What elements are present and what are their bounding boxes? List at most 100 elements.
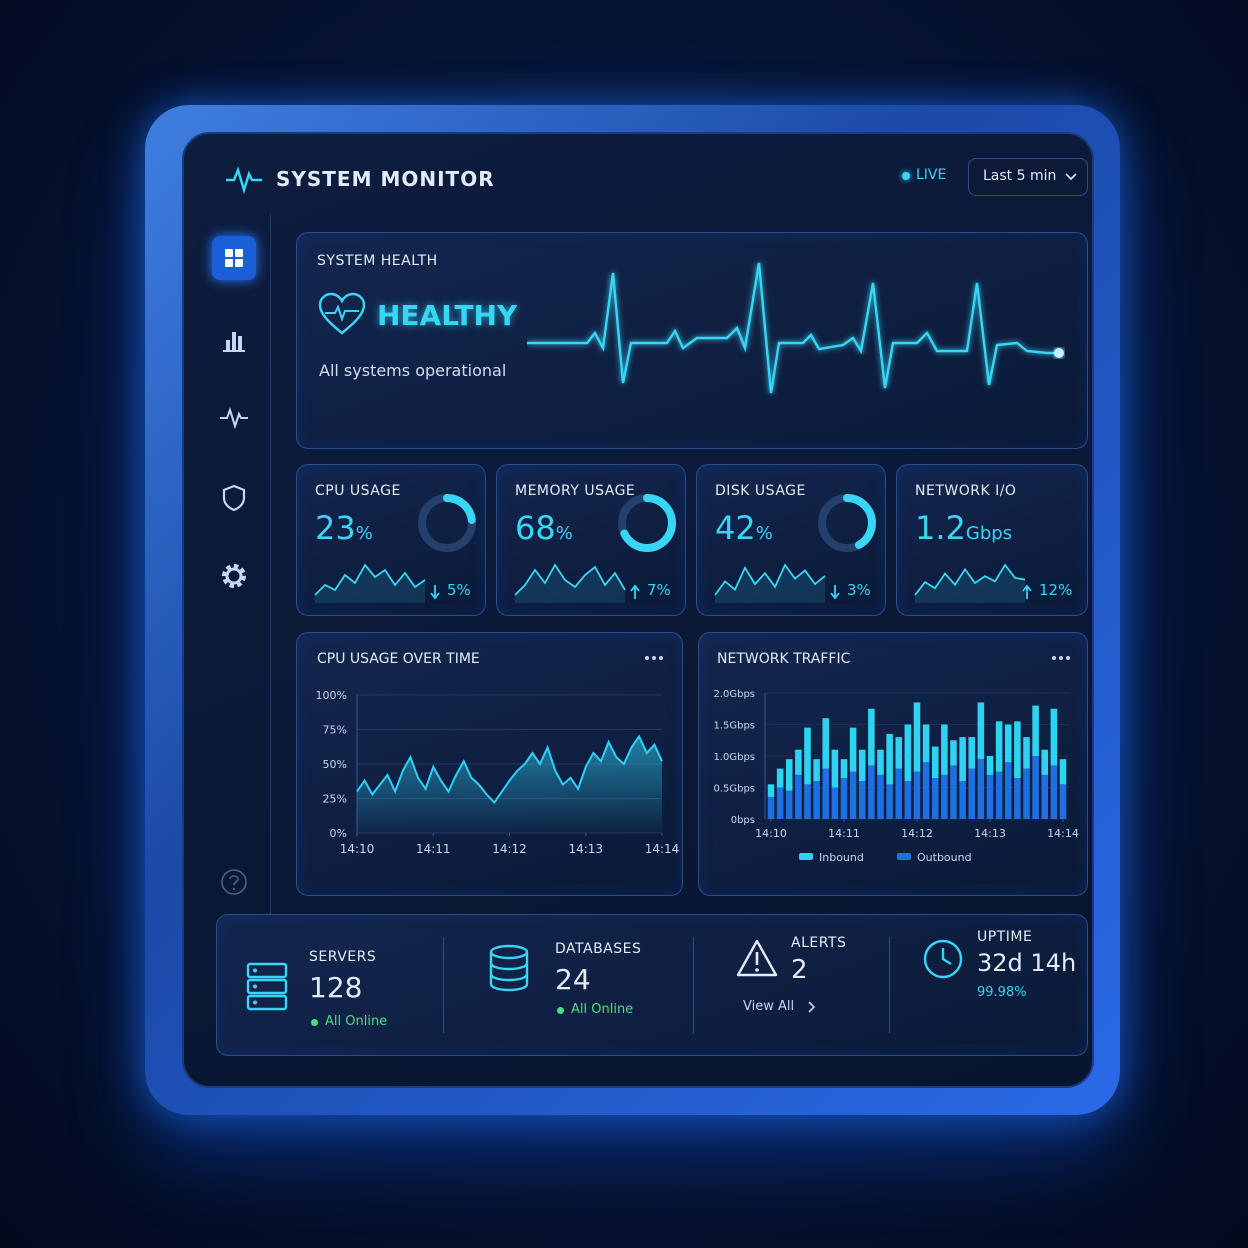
metric-change: 7%: [647, 581, 671, 599]
health-message: All systems operational: [319, 361, 507, 380]
stat-value: 128: [309, 971, 363, 1004]
nav-help[interactable]: [218, 866, 250, 898]
change-arrow: [430, 585, 440, 600]
bar-segment: [1050, 765, 1058, 819]
nav-settings[interactable]: [212, 554, 256, 598]
metric-label: CPU USAGE: [315, 483, 401, 499]
bar-segment: [941, 774, 948, 819]
bar-segment: [931, 746, 939, 779]
metric-value-group: 23%: [315, 509, 373, 547]
x-tick-label: 14:10: [755, 827, 787, 840]
x-tick-label: 14:12: [901, 827, 933, 840]
metric-unit: %: [555, 523, 573, 544]
metric-value: 42: [715, 509, 756, 547]
metric-card: NETWORK I/O 1.2Gbps 12%: [896, 464, 1088, 616]
bar-segment: [895, 737, 903, 769]
legend-label: Inbound: [819, 851, 864, 864]
bar-segment: [785, 790, 793, 819]
nav-dashboard[interactable]: [212, 236, 256, 280]
bar-segment: [877, 774, 884, 819]
sidebar-divider: [270, 214, 271, 934]
x-tick-label: 14:11: [416, 842, 451, 856]
more-menu[interactable]: [1052, 656, 1070, 660]
bar-segment: [822, 768, 830, 819]
metric-value-group: 42%: [715, 509, 773, 547]
ring-arc: [418, 494, 476, 552]
change-arrow: [630, 584, 640, 599]
logo-icon: [226, 166, 262, 194]
bar-segment: [1023, 737, 1030, 769]
bar-segment: [813, 781, 820, 819]
bar-segment: [995, 721, 1003, 772]
stats-bar: SERVERS 128 All Online DATABASES 24 All …: [216, 914, 1088, 1056]
stat-note: 99.98%: [977, 985, 1027, 1000]
y-tick-label: 100%: [316, 689, 347, 702]
bar-segment: [767, 796, 775, 819]
app-title: SYSTEM MONITOR: [276, 167, 495, 191]
bar-segment: [831, 787, 839, 819]
cpu-line: [356, 734, 663, 805]
stat-label: SERVERS: [309, 949, 377, 965]
bar-segment: [849, 771, 857, 819]
heart-icon: [318, 292, 366, 335]
bar-segment: [1004, 762, 1012, 819]
time-range-label: Last 5 min: [983, 168, 1057, 184]
bar-segment: [904, 724, 912, 782]
metric-label: MEMORY USAGE: [515, 483, 636, 499]
metric-graphics: [514, 494, 676, 603]
bar-segment: [804, 784, 811, 819]
time-range-dropdown[interactable]: Last 5 min: [968, 158, 1088, 196]
stat-value: 2: [791, 955, 808, 985]
alert-icon: [736, 939, 778, 977]
legend-swatch: [799, 853, 813, 860]
x-tick-label: 14:11: [828, 827, 860, 840]
metric-value-group: 68%: [515, 509, 573, 547]
nav-analytics[interactable]: [212, 316, 256, 360]
bar-segment: [822, 718, 830, 769]
x-tick-label: 14:10: [340, 842, 375, 856]
change-arrow: [830, 585, 840, 600]
bar-segment: [977, 759, 985, 819]
bar-segment: [886, 784, 893, 819]
screen: SYSTEM MONITOR LIVE Last 5 min SYSTEM HE…: [182, 132, 1094, 1088]
bar-segment: [1059, 759, 1067, 785]
bar-segment: [968, 768, 976, 819]
bar-segment: [904, 781, 912, 819]
live-dot: [902, 172, 910, 180]
bar-segment: [1004, 724, 1012, 763]
bar-segment: [1023, 768, 1030, 819]
chart-title: NETWORK TRAFFIC: [717, 651, 851, 667]
metric-change: 12%: [1039, 581, 1073, 599]
stat-value: 24: [555, 963, 591, 996]
bar-segment: [913, 771, 921, 819]
bar-segment: [886, 733, 893, 785]
bar-segment: [868, 708, 875, 766]
cpu-chart-card: CPU USAGE OVER TIME 0% 25% 50% 75% 100% 14:10…: [296, 632, 683, 896]
bar-segment: [840, 759, 848, 779]
bar-segment: [986, 774, 994, 819]
sparkline: [714, 563, 826, 596]
metric-graphics: [914, 563, 1032, 603]
x-tick-label: 14:13: [974, 827, 1006, 840]
dashboard-icon: [225, 249, 243, 267]
metric-unit: %: [355, 523, 373, 544]
y-tick-label: 1.0Gbps: [713, 752, 755, 763]
nav-security[interactable]: [212, 476, 256, 520]
x-tick-label: 14:14: [1047, 827, 1079, 840]
change-arrow: [1022, 584, 1032, 599]
databases-icon: [489, 944, 529, 992]
bar-segment: [941, 724, 948, 775]
bar-segment: [950, 765, 957, 819]
dropdown-chevron: [1065, 173, 1077, 181]
bar-segment: [913, 702, 921, 772]
bar-segment: [1032, 756, 1039, 819]
more-menu[interactable]: [645, 656, 663, 660]
bar-segment: [776, 787, 784, 819]
view-all-link[interactable]: View All: [743, 999, 795, 1014]
nav-activity[interactable]: [212, 396, 256, 440]
metric-change: 5%: [447, 581, 471, 599]
metric-change: 3%: [847, 581, 871, 599]
status-dot: [311, 1019, 318, 1026]
sparkline: [914, 563, 1026, 596]
bar-segment: [858, 781, 866, 819]
